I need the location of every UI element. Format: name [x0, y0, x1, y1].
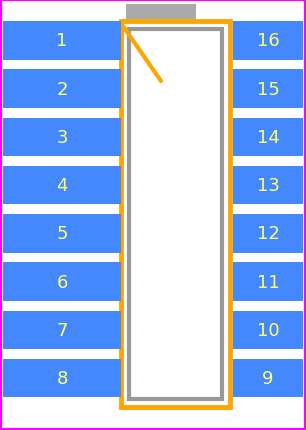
Bar	[3, 70, 121, 109]
Bar	[233, 359, 303, 397]
Bar	[233, 263, 303, 301]
Text: 8: 8	[56, 369, 68, 387]
Text: 6: 6	[56, 273, 68, 291]
Bar	[126, 5, 196, 22]
Text: 13: 13	[256, 177, 279, 195]
Text: 14: 14	[256, 129, 279, 147]
Bar	[121, 22, 230, 407]
Text: 5: 5	[56, 225, 68, 243]
Bar	[3, 311, 121, 349]
Bar	[3, 359, 121, 397]
Bar	[129, 30, 222, 399]
Bar	[233, 118, 303, 157]
Text: 16: 16	[257, 32, 279, 50]
Text: 10: 10	[257, 321, 279, 339]
Bar	[233, 215, 303, 253]
Text: 3: 3	[56, 129, 68, 147]
Text: 9: 9	[262, 369, 274, 387]
Bar	[233, 311, 303, 349]
Text: 1: 1	[56, 32, 68, 50]
Text: 15: 15	[256, 80, 279, 98]
Bar	[233, 166, 303, 205]
Bar	[3, 118, 121, 157]
Bar	[233, 70, 303, 109]
Bar	[3, 166, 121, 205]
Text: 4: 4	[56, 177, 68, 195]
Bar	[3, 263, 121, 301]
Text: 2: 2	[56, 80, 68, 98]
Text: 7: 7	[56, 321, 68, 339]
Text: 12: 12	[256, 225, 279, 243]
Bar	[233, 22, 303, 61]
Text: 11: 11	[257, 273, 279, 291]
Bar	[3, 215, 121, 253]
Bar	[3, 22, 121, 61]
